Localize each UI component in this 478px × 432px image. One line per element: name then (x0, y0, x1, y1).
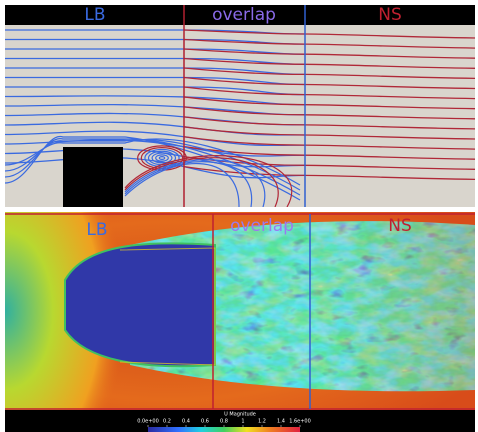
panel-label: overlap (212, 5, 276, 25)
colorbar-tick-label: 0.4 (182, 419, 190, 425)
panel-label: NS (378, 5, 402, 25)
colorbar-tick-label: 1.4 (277, 419, 285, 425)
colorbar-tick-label: 0.6 (201, 419, 209, 425)
panel-label: overlap (230, 216, 294, 236)
obstacle (63, 147, 123, 207)
colorbar-tick-label: 1.6e+00 (289, 419, 311, 425)
colorbar-tick-label: 1.2 (258, 419, 266, 425)
jet-core (65, 243, 215, 366)
colorbar-tick-label: 0.2 (163, 419, 171, 425)
colorbar-title: U Magnitude (224, 412, 256, 418)
figure: LB overlap NS LB overlap NS U Magnitude … (0, 0, 478, 432)
panel-label: LB (84, 5, 105, 25)
colorbar (148, 427, 300, 432)
panel-label: NS (388, 216, 412, 236)
colorbar-tick-label: 0.8 (220, 419, 228, 425)
colorbar-tick-label: 0.0e+00 (137, 419, 159, 425)
colorbar-tick-label: 1 (241, 419, 244, 425)
panel-label: LB (86, 220, 107, 240)
